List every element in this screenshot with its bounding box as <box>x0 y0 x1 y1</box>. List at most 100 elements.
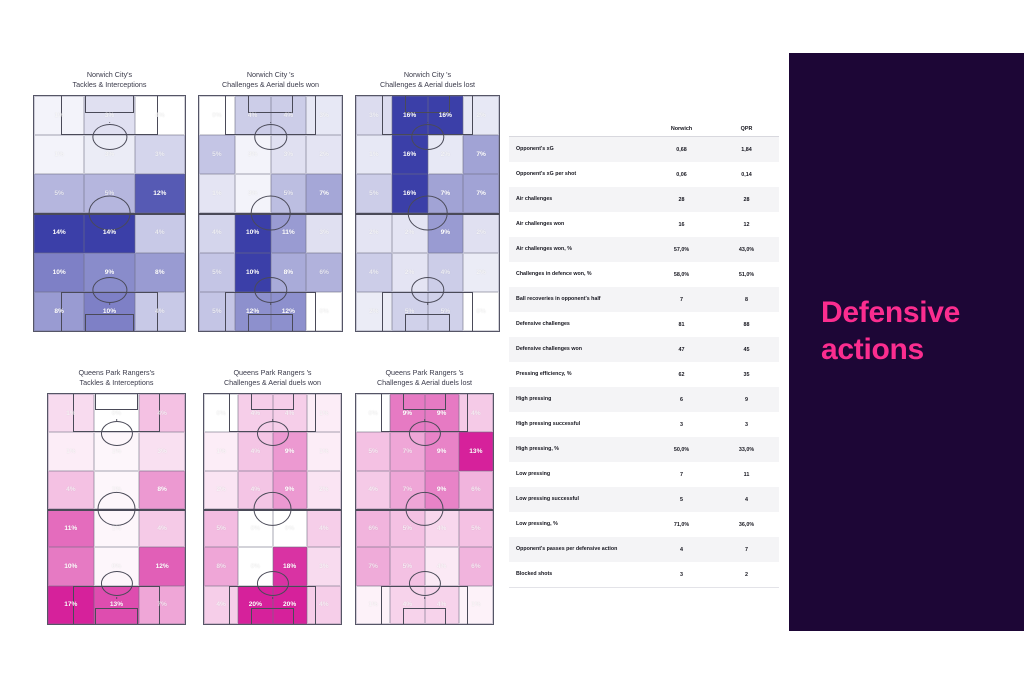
table-cell-metric: Defensive challenges won <box>516 345 582 352</box>
heatmap-cell: 4% <box>234 95 271 136</box>
heatmap-cell-value: 4% <box>247 111 258 119</box>
heatmap-cell: 1% <box>34 95 85 136</box>
heatmap-cell-value: 4% <box>250 486 261 494</box>
heatmap-cell-value: 17% <box>64 601 78 609</box>
heatmap-cell: 5% <box>390 547 425 586</box>
heatmap-cell: 2% <box>356 213 392 253</box>
heatmap-cell-value: 1% <box>54 151 64 159</box>
heatmap-cell: 4% <box>272 393 307 433</box>
heatmap-cell-value: 5% <box>283 190 294 198</box>
heatmap-grid: 0% 4% 4% 1% 1% 4% 9% 1% 2% 4% 9% 2% 5% 0% 0% 4% 8% 0% 18% 3… <box>204 393 341 624</box>
heatmap-cell-value: 4% <box>436 524 447 532</box>
heatmap-cell: 6% <box>458 470 493 509</box>
heatmap-cell: 5% <box>199 291 235 331</box>
table-row: Air challenges 28 28 <box>509 187 779 212</box>
heatmap-cell-value: 4% <box>157 524 167 532</box>
heatmap-cell: 1% <box>93 508 140 548</box>
table-cell-qpr: 8 <box>745 296 748 303</box>
heatmap-cell: 3% <box>270 135 307 175</box>
heatmap-cell-value: 2% <box>476 111 486 119</box>
heatmap-cell: 5% <box>204 508 239 548</box>
heatmap-cell-value: 3% <box>104 111 115 119</box>
table-cell-qpr: 35 <box>743 371 750 378</box>
table-cell-norwich: 50,0% <box>673 446 690 453</box>
heatmap-cell: 3% <box>84 95 135 136</box>
heatmap-cell-value: 3% <box>157 447 167 455</box>
heatmap-cell: 2% <box>463 95 499 136</box>
heatmap-cell-value: 16% <box>403 151 417 159</box>
heatmap-cell: 5% <box>34 174 85 214</box>
heatmap-cell: 2% <box>306 470 341 509</box>
table-header-row: Norwich QPR <box>509 126 779 137</box>
table-cell-qpr: 43,0% <box>738 246 755 253</box>
heatmap-cell-value: 1% <box>111 447 122 455</box>
heatmap-grid: 1% 3% 4% 1% 3% 3% 5% 5% 12% 14% 14% 4% 10% 9% 8% 8% 10% 4… <box>34 95 185 331</box>
heatmap-cell-value: 11% <box>64 524 78 532</box>
heatmap-cell: 0% <box>93 547 140 586</box>
heatmap-cell-value: 4% <box>284 409 295 417</box>
table-cell-norwich: 57,0% <box>673 246 690 253</box>
heatmap-cell: 2% <box>391 252 428 292</box>
heatmap-cell: 7% <box>463 174 499 214</box>
pitch-5: 0% 4% 4% 1% 1% 4% 9% 1% 2% 4% 9% 2% 5% 0% 0% 4% 8% 0% 18% 3… <box>203 392 342 625</box>
heatmap-cell-value: 3% <box>155 151 165 159</box>
table-row: Low pressing successful 5 4 <box>509 487 779 512</box>
heatmap-grid: 0% 4% 4% 3% 5% 3% 3% 2% 1% 3% 5% 7% 4% 10% 11% 3% 5% 10% 8… <box>199 95 342 331</box>
pitch-block-4: Queens Park Rangers's Tackles & Intercep… <box>47 368 186 625</box>
heatmap-cell-value: 9% <box>436 409 447 417</box>
heatmap-cell: 0% <box>238 547 273 586</box>
heatmap-cell-value: 1% <box>319 409 329 417</box>
heatmap-cell-value: 16% <box>403 190 417 198</box>
heatmap-cell: 4% <box>134 213 185 253</box>
heatmap-cell-value: 5% <box>440 307 451 315</box>
heatmap-cell: 11% <box>270 213 307 253</box>
table-cell-metric: Pressing efficiency, % <box>516 370 572 377</box>
heatmap-cell: 2% <box>306 135 342 175</box>
table-cell-qpr: 9 <box>745 396 748 403</box>
heatmap-cell-value: 12% <box>153 190 167 198</box>
panel-title-line2: actions <box>821 332 924 366</box>
table-row: High pressing successful 3 3 <box>509 412 779 437</box>
heatmap-cell: 4% <box>199 213 235 253</box>
heatmap-cell-value: 10% <box>64 562 78 570</box>
heatmap-cell-value: 10% <box>246 268 260 276</box>
heatmap-cell-value: 13% <box>109 601 124 609</box>
heatmap-cell-value: 7% <box>402 447 413 455</box>
pitch-title-5: Queens Park Rangers 's Challenges & Aeri… <box>223 368 322 388</box>
table-cell-metric: Air challenges <box>516 195 553 202</box>
heatmap-cell-value: 10% <box>102 307 117 315</box>
table-footer-rule <box>509 587 779 595</box>
table-row: Air challenges won 16 12 <box>509 212 779 237</box>
heatmap-cell: 4% <box>238 470 273 509</box>
heatmap-cell-value: 8% <box>54 307 64 315</box>
heatmap-cell-value: 0% <box>216 409 226 417</box>
heatmap-cell-value: 4% <box>66 486 76 494</box>
table-cell-metric: Low pressing, % <box>516 520 558 527</box>
heatmap-cell: 5% <box>356 432 391 471</box>
heatmap-grid: 3% 16% 16% 2% 1% 16% 2% 7% 5% 16% 7% 7% 2% 2% 9% 2% 4% 2%… <box>356 95 499 331</box>
table-cell-norwich: 16 <box>678 221 685 228</box>
heatmap-cell-value: 2% <box>319 486 329 494</box>
pitch-block-5: Queens Park Rangers 's Challenges & Aeri… <box>203 368 342 625</box>
panel-title: Defensive actions <box>821 295 1011 368</box>
heatmap-cell: 8% <box>134 252 185 292</box>
heatmap-cell-value: 9% <box>402 409 413 417</box>
heatmap-cell-value: 0% <box>212 111 222 119</box>
heatmap-cell: 2% <box>463 213 499 253</box>
heatmap-cell: 0% <box>93 393 140 433</box>
table-cell-norwich: 0,68 <box>676 146 687 153</box>
heatmap-cell: 4% <box>238 393 273 433</box>
pitch-block-1: Norwich City's Tackles & Interceptions 1%… <box>33 70 186 332</box>
heatmap-cell: 1% <box>356 135 392 175</box>
heatmap-cell: 17% <box>48 585 94 624</box>
table-cell-norwich: 3 <box>680 421 683 428</box>
heatmap-cell: 10% <box>234 213 271 253</box>
heatmap-cell-value: 5% <box>369 190 379 198</box>
heatmap-cell-value: 1% <box>66 409 76 417</box>
heatmap-cell: 12% <box>139 547 185 586</box>
heatmap-cell: 2% <box>356 291 392 331</box>
heatmap-cell-value: 5% <box>216 524 226 532</box>
heatmap-cell: 4% <box>424 547 459 586</box>
heatmap-cell-value: 0% <box>111 409 122 417</box>
